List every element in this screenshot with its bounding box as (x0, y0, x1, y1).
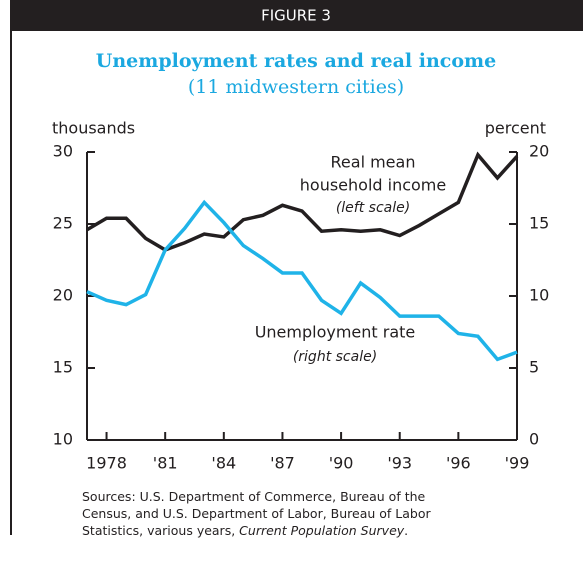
x-tick-label: 1978 (86, 454, 127, 473)
y2-tick-label: 15 (529, 214, 549, 233)
y2-tick-label: 5 (529, 358, 539, 377)
source-line: Sources: U.S. Department of Commerce, Bu… (82, 489, 426, 504)
source-line: Statistics, various years, (82, 523, 240, 538)
annotation: (right scale) (293, 349, 377, 365)
annotation: Unemployment rate (255, 323, 416, 342)
y-tick-label: 15 (53, 358, 73, 377)
y-tick-label: 10 (53, 430, 73, 449)
x-tick-label: '84 (211, 454, 236, 473)
x-tick-label: '96 (446, 454, 471, 473)
annotation: household income (300, 176, 446, 195)
x-tick-label: '90 (329, 454, 354, 473)
line-series (86, 199, 518, 362)
source-line: Current Population Survey (239, 523, 405, 538)
source: Sources: U.S. Department of Commerce, Bu… (82, 488, 542, 539)
x-tick-label: '93 (387, 454, 412, 473)
header: FIGURE 3 (261, 7, 331, 25)
chart-subtitle: (11 midwestern cities) (188, 76, 404, 98)
x-tick-label: '81 (153, 454, 178, 473)
y2-tick-label: 20 (529, 142, 549, 161)
y-tick-label: 30 (53, 142, 73, 161)
source-line: Census, and U.S. Department of Labor, Bu… (82, 506, 431, 521)
y2-axis-label: percent (485, 119, 546, 138)
y-axis-label: thousands (52, 119, 135, 138)
annotation: (left scale) (336, 200, 410, 216)
header-bar (10, 0, 583, 31)
chart-title: Unemployment rates and real income (96, 50, 496, 72)
x-tick-label: '87 (270, 454, 295, 473)
y-tick-label: 25 (53, 214, 73, 233)
annotation: Real mean (331, 153, 416, 172)
source-line: . (404, 523, 409, 538)
line-series (86, 151, 519, 252)
y-tick-label: 20 (53, 286, 73, 305)
x-tick-label: '99 (505, 454, 530, 473)
y2-tick-label: 0 (529, 430, 539, 449)
y2-tick-label: 10 (529, 286, 549, 305)
